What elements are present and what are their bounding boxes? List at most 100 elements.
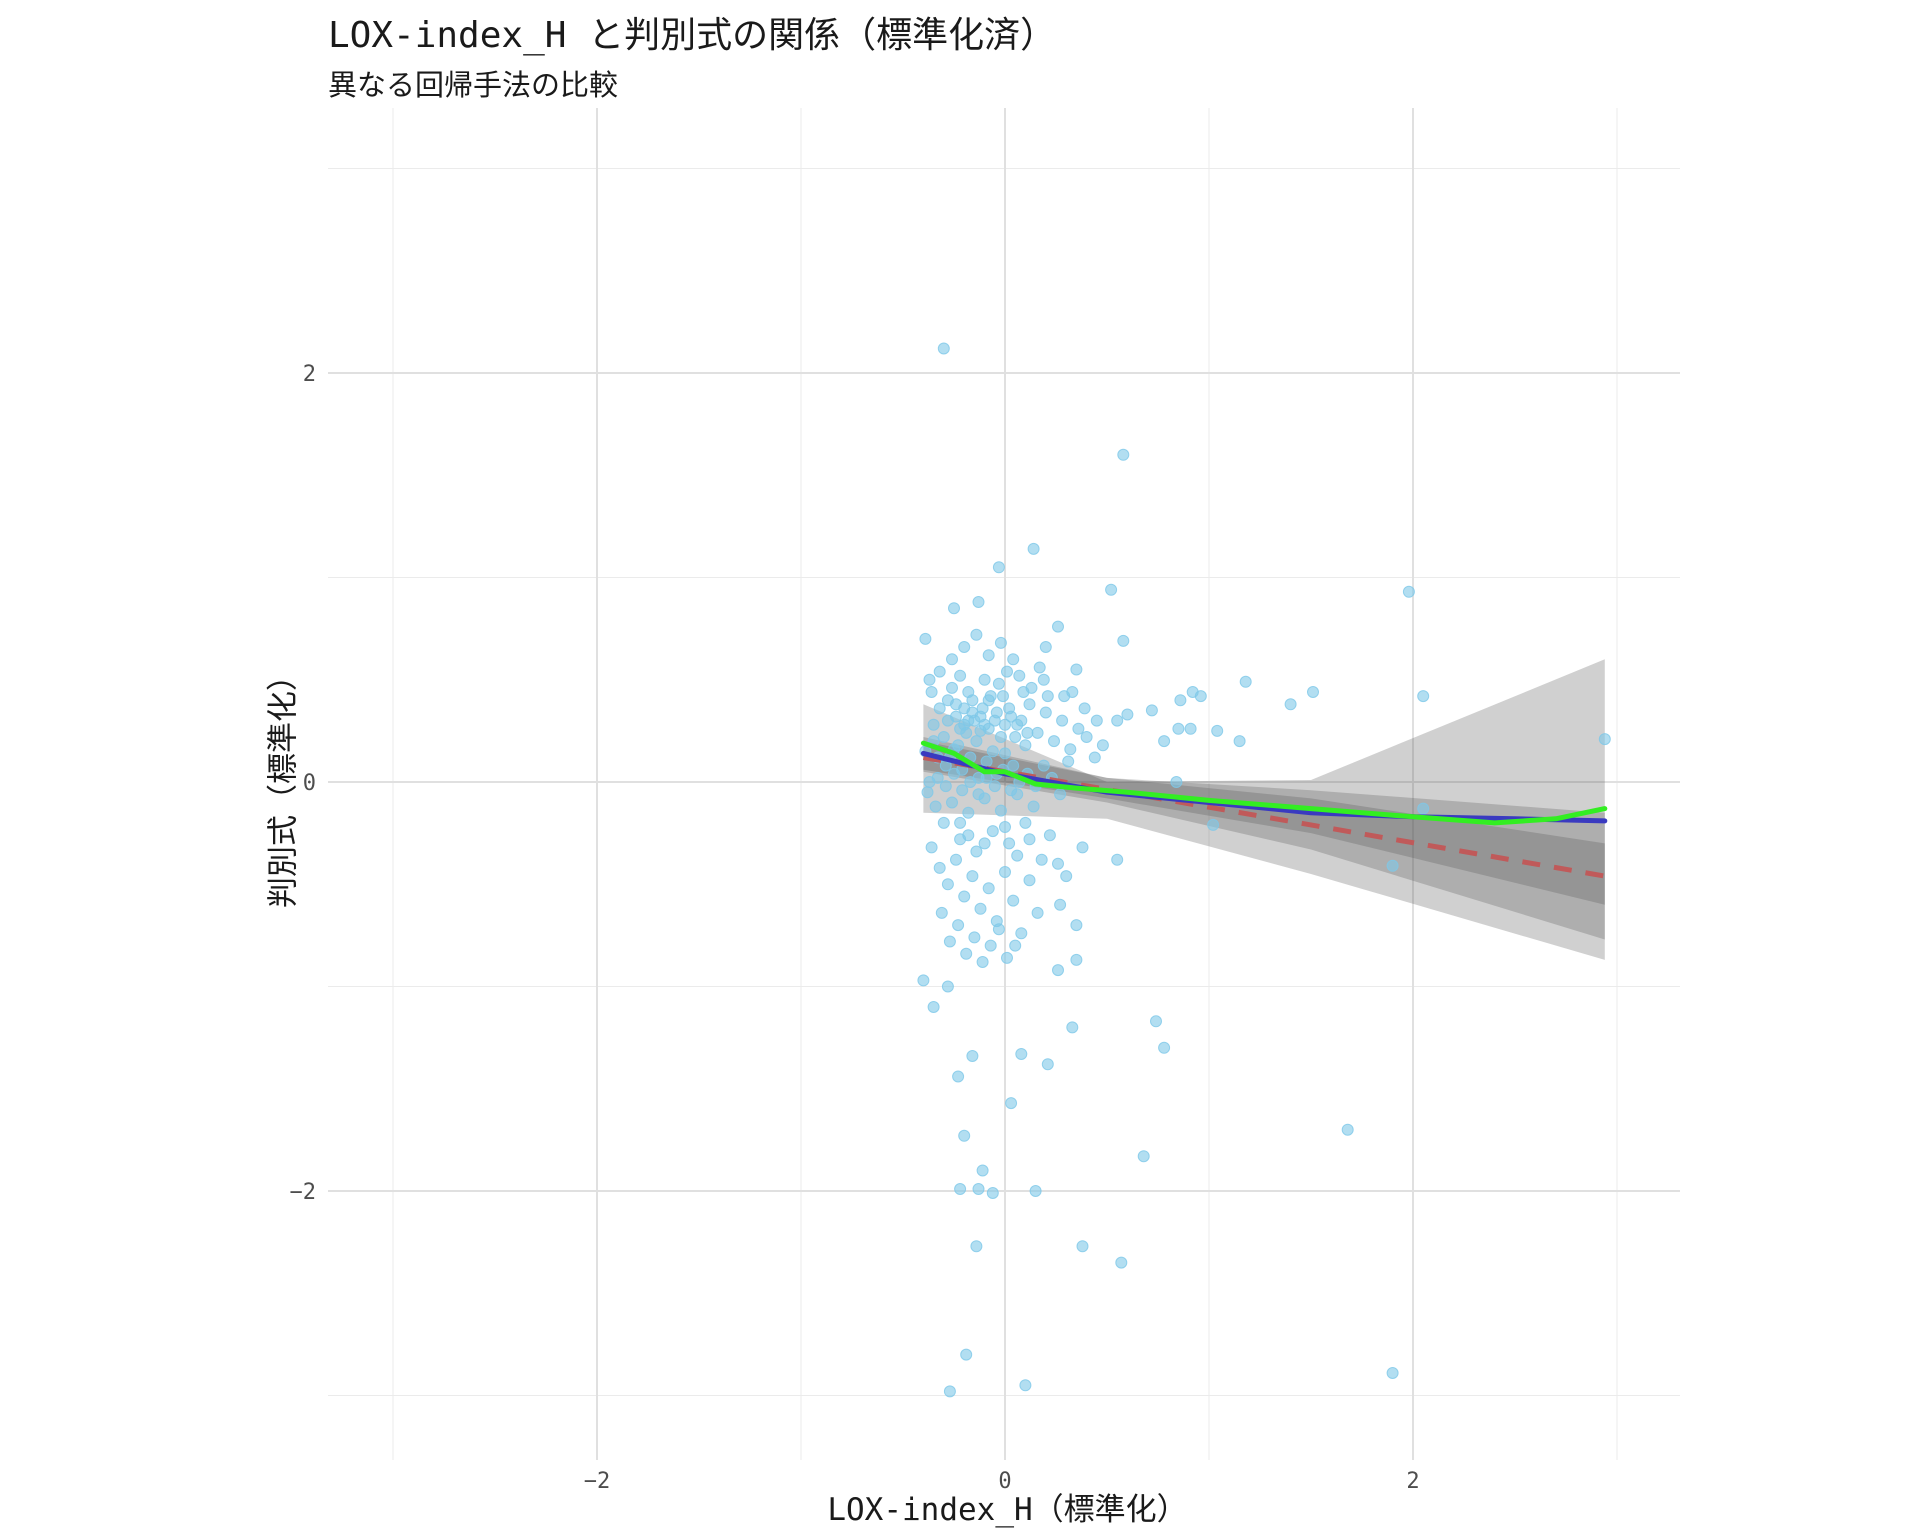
data-point (986, 1187, 999, 1199)
regression-line-loess (920, 740, 1608, 826)
data-point (966, 870, 979, 883)
data-point (1105, 583, 1118, 596)
data-point (962, 829, 975, 842)
y-axis-label: 判別式（標準化） (265, 660, 302, 908)
data-point (970, 735, 983, 748)
data-point (1039, 706, 1052, 719)
data-point (1027, 542, 1040, 555)
data-point (1158, 1041, 1171, 1054)
data-point (999, 747, 1011, 760)
data-point (941, 694, 954, 707)
data-point (1284, 698, 1297, 711)
data-point (972, 596, 985, 608)
data-point (1096, 739, 1109, 752)
data-point (1066, 1021, 1079, 1034)
data-point (933, 861, 946, 874)
data-point (1076, 841, 1089, 854)
data-point (997, 690, 1009, 703)
data-point (1019, 816, 1032, 829)
data-point (946, 681, 958, 694)
data-point (999, 821, 1011, 833)
data-point (1037, 759, 1050, 772)
data-point (1070, 953, 1083, 966)
data-point (980, 755, 993, 768)
data-point (954, 1183, 967, 1195)
data-point (931, 771, 944, 784)
data-point (1027, 800, 1040, 813)
data-point (1056, 714, 1069, 727)
y-tick-label: −2 (290, 1180, 317, 1205)
data-point (1001, 665, 1013, 678)
data-point (943, 1385, 956, 1398)
data-point (1064, 743, 1077, 756)
data-point (954, 669, 967, 682)
data-point (1043, 829, 1056, 842)
data-point (994, 804, 1007, 817)
data-point (1417, 802, 1430, 815)
x-tick-label: 0 (998, 1469, 1011, 1494)
data-point (1037, 673, 1050, 686)
data-point (982, 649, 995, 662)
data-point (954, 816, 967, 829)
data-point (1015, 927, 1028, 940)
data-point (1023, 698, 1036, 711)
data-point (952, 919, 965, 932)
data-point (937, 731, 950, 743)
data-point (946, 796, 958, 809)
data-point (1039, 641, 1052, 653)
data-point (978, 837, 991, 850)
data-point (1005, 784, 1018, 797)
data-point (1194, 690, 1207, 703)
data-point (1117, 448, 1130, 461)
data-point (999, 718, 1011, 731)
data-point (1117, 634, 1130, 647)
data-point (958, 1129, 971, 1142)
data-point (1386, 859, 1399, 872)
data-point (984, 690, 997, 703)
data-point (1009, 731, 1022, 743)
y-tick-label: 0 (303, 771, 316, 796)
data-point (986, 745, 999, 758)
data-point (1048, 735, 1060, 748)
data-point (952, 1070, 965, 1083)
data-point (1341, 1123, 1354, 1136)
data-point (1150, 1015, 1162, 1028)
x-tick-label: 2 (1406, 1469, 1419, 1494)
confidence-band (923, 741, 1605, 905)
data-point (925, 686, 938, 698)
data-point (974, 902, 987, 915)
data-point (954, 722, 967, 735)
data-point (976, 956, 989, 968)
y-tick-label: 2 (303, 362, 316, 387)
data-point (1052, 620, 1064, 633)
data-point (984, 939, 997, 952)
data-point (982, 882, 995, 895)
data-point (962, 806, 975, 819)
data-point (933, 702, 946, 715)
x-tick-label: −2 (584, 1469, 611, 1494)
data-point (1052, 857, 1064, 870)
data-point (1007, 894, 1020, 907)
data-point (1003, 837, 1016, 850)
data-point (948, 767, 960, 780)
data-point (921, 786, 934, 799)
data-point (1041, 690, 1054, 703)
data-point (988, 780, 1001, 793)
data-point (1184, 722, 1197, 735)
data-point (962, 714, 975, 727)
data-point (1019, 739, 1032, 752)
data-point (1005, 1097, 1018, 1110)
data-point (1060, 870, 1073, 883)
data-point (1017, 686, 1030, 698)
data-point (929, 800, 942, 813)
data-point (1023, 874, 1036, 887)
data-point (1078, 702, 1091, 715)
data-point (964, 776, 977, 788)
data-point (1031, 906, 1044, 919)
data-point (1386, 1367, 1399, 1379)
data-point (1598, 733, 1611, 746)
data-point (1029, 1185, 1042, 1197)
data-point (1005, 710, 1018, 723)
data-point (952, 739, 965, 752)
data-point (1011, 849, 1024, 862)
